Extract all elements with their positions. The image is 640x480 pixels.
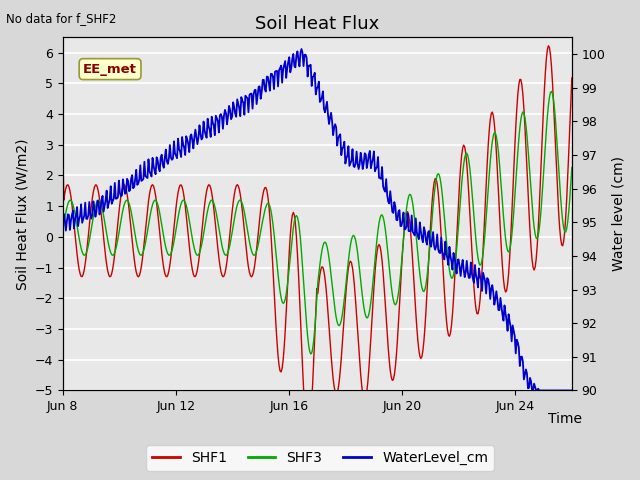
WaterLevel_cm <box>59 219 67 225</box>
Y-axis label: Soil Heat Flux (W/m2): Soil Heat Flux (W/m2) <box>15 138 29 289</box>
SHF1 <box>558 242 566 248</box>
X-axis label: Time: Time <box>548 412 582 426</box>
SHF3 <box>304 333 312 339</box>
WaterLevel_cm <box>305 63 312 69</box>
SHF1 <box>568 75 576 81</box>
SHF1 <box>305 432 312 438</box>
SHF3 <box>307 351 314 357</box>
WaterLevel_cm <box>298 46 305 52</box>
SHF3 <box>59 228 67 233</box>
WaterLevel_cm <box>558 387 566 393</box>
SHF3 <box>301 294 308 300</box>
SHF3 <box>477 261 485 267</box>
Legend: SHF1, SHF3, WaterLevel_cm: SHF1, SHF3, WaterLevel_cm <box>147 445 493 471</box>
SHF3 <box>548 88 556 94</box>
Line: WaterLevel_cm: WaterLevel_cm <box>63 49 572 390</box>
WaterLevel_cm <box>335 133 343 139</box>
Line: SHF1: SHF1 <box>63 46 572 436</box>
Y-axis label: Water level (cm): Water level (cm) <box>611 156 625 271</box>
SHF3 <box>335 323 343 328</box>
SHF1 <box>545 43 552 48</box>
SHF3 <box>363 315 371 321</box>
WaterLevel_cm <box>301 52 309 58</box>
WaterLevel_cm <box>528 387 536 393</box>
Line: SHF3: SHF3 <box>63 91 572 354</box>
SHF3 <box>568 165 576 170</box>
SHF1 <box>335 378 343 384</box>
WaterLevel_cm <box>568 387 576 393</box>
SHF1 <box>363 389 371 395</box>
Title: Soil Heat Flux: Soil Heat Flux <box>255 15 380 33</box>
SHF1 <box>301 404 308 409</box>
WaterLevel_cm <box>477 277 485 283</box>
SHF1 <box>59 142 67 148</box>
Text: EE_met: EE_met <box>83 62 137 76</box>
WaterLevel_cm <box>363 165 371 171</box>
SHF1 <box>477 284 485 289</box>
Text: No data for f_SHF2: No data for f_SHF2 <box>6 12 116 25</box>
SHF1 <box>304 433 312 439</box>
SHF3 <box>558 207 566 213</box>
